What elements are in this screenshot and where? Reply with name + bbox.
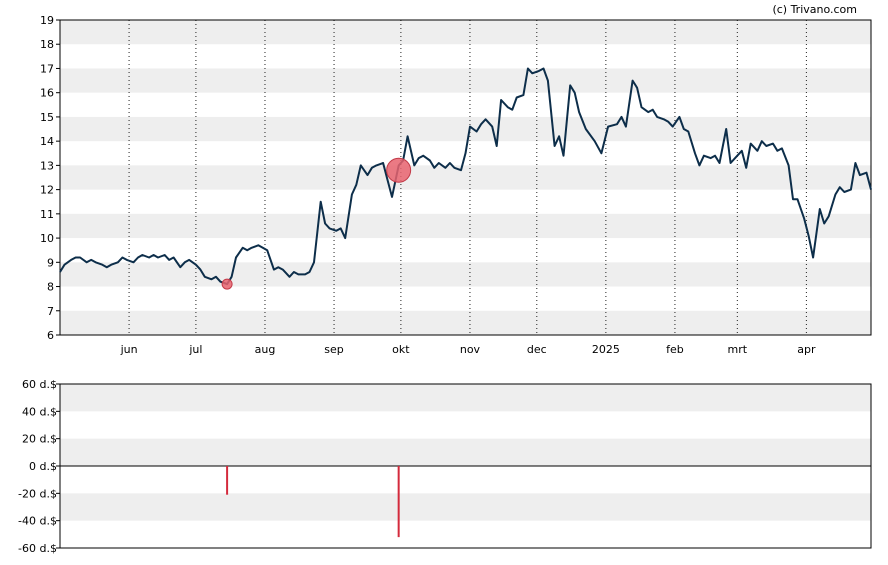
event-marker (221, 278, 233, 290)
price-band (60, 213, 871, 239)
dividend-band (60, 493, 871, 521)
price-chart-frame (59, 19, 872, 336)
price-x-axis: jun jul aug sep okt nov dec 2025 feb mrt apr (120, 343, 816, 356)
price-band (60, 20, 871, 45)
x-tick-label: apr (797, 343, 816, 356)
y-tick-label: 0 d.$ (29, 460, 57, 473)
x-tick-label: nov (460, 343, 481, 356)
y-tick-label: 13 (40, 159, 54, 172)
y-tick-label: -20 d.$ (18, 487, 57, 500)
dividend-band (60, 438, 871, 466)
y-tick-label: 12 (40, 184, 54, 197)
y-tick-label: -60 d.$ (18, 542, 57, 555)
x-tick-label: jun (120, 343, 138, 356)
y-tick-label: 20 d.$ (22, 433, 57, 446)
price-series-line (59, 67, 872, 286)
y-tick-label: 17 (40, 62, 54, 75)
y-tick-label: 8 (47, 281, 54, 294)
y-tick-label: 10 (40, 232, 54, 245)
dividend-chart-bands (60, 384, 871, 521)
x-tick-label: jul (188, 343, 202, 356)
x-tick-label: mrt (728, 343, 748, 356)
y-tick-label: 18 (40, 38, 54, 51)
y-tick-label: 9 (47, 256, 54, 269)
x-tick-label: dec (527, 343, 547, 356)
copyright-text: (c) Trivano.com (772, 3, 857, 16)
price-band (60, 116, 871, 142)
y-tick-label: 40 d.$ (22, 405, 57, 418)
dividend-band (60, 384, 871, 412)
dividend-y-axis: 60 d.$ 40 d.$ 20 d.$ 0 d.$ -20 d.$ -40 d.$ -60… (18, 378, 60, 555)
y-tick-label: -40 d.$ (18, 515, 57, 528)
x-tick-label: okt (392, 343, 410, 356)
price-band (60, 68, 871, 93)
price-band (60, 310, 871, 335)
x-tick-label: 2025 (592, 343, 620, 356)
x-tick-label: feb (666, 343, 684, 356)
x-tick-label: aug (255, 343, 276, 356)
price-band (60, 262, 871, 287)
price-band (60, 165, 871, 190)
y-tick-label: 60 d.$ (22, 378, 57, 391)
price-y-axis: 6 7 8 9 10 11 12 13 14 15 16 17 18 19 (40, 14, 60, 342)
y-tick-label: 6 (47, 329, 54, 342)
y-tick-label: 16 (40, 87, 54, 100)
event-marker (386, 157, 412, 183)
y-tick-label: 19 (40, 14, 54, 27)
y-tick-label: 7 (47, 305, 54, 318)
y-tick-label: 14 (40, 135, 54, 148)
x-tick-label: sep (324, 343, 343, 356)
y-tick-label: 15 (40, 111, 54, 124)
price-chart-bands (60, 20, 871, 335)
dividend-bars (226, 466, 400, 538)
y-tick-label: 11 (40, 208, 54, 221)
price-event-markers (221, 157, 412, 290)
